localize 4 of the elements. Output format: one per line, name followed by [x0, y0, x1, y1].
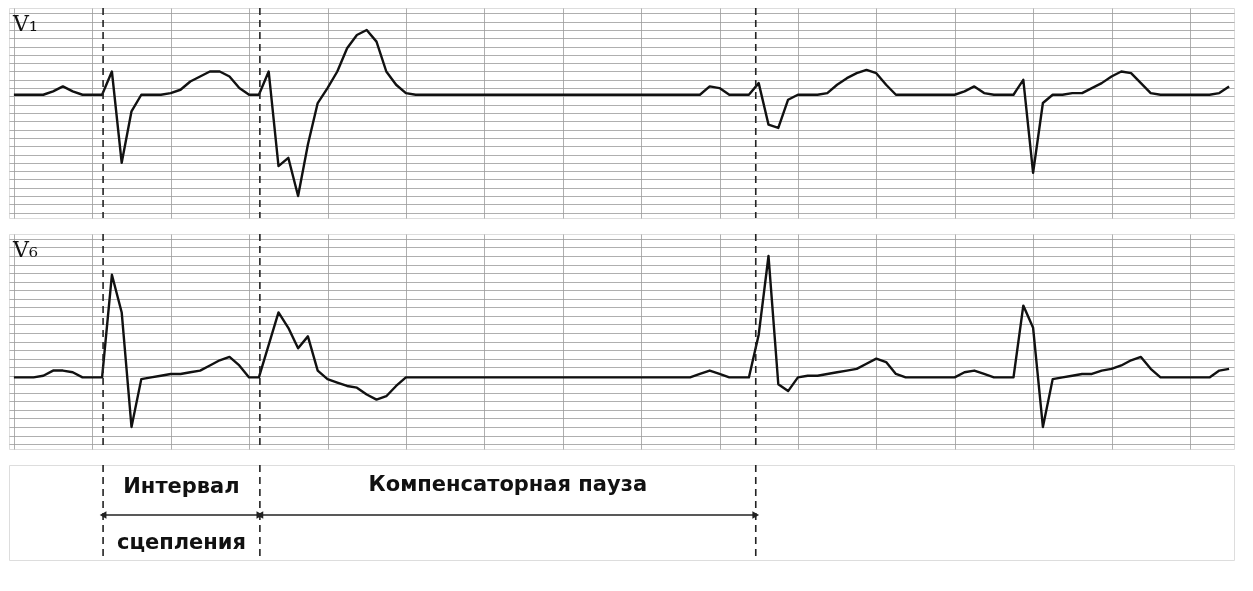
- text: V₁: [12, 11, 38, 36]
- text: V₆: [12, 237, 38, 262]
- text: Компенсаторная пауза: [368, 472, 648, 496]
- text: Интервал сцепления: [116, 474, 247, 554]
